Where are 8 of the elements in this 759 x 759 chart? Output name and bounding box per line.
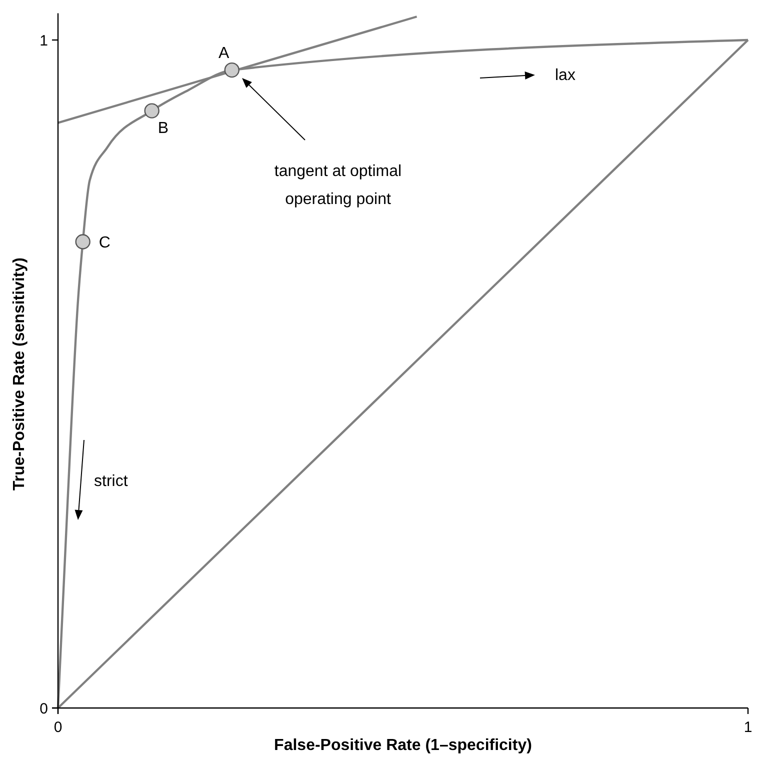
annotation: B bbox=[158, 120, 169, 137]
annotation: tangent at optimal operating point bbox=[274, 163, 402, 208]
annotation: C bbox=[98, 234, 110, 252]
annotation: strict bbox=[94, 473, 128, 490]
y-axis-title: True-Positive Rate (sensitivity) bbox=[11, 258, 28, 490]
x-axis-title: False-Positive Rate (1–specificity) bbox=[274, 737, 532, 754]
annotation: A bbox=[218, 45, 230, 62]
annotation: lax bbox=[555, 67, 576, 84]
